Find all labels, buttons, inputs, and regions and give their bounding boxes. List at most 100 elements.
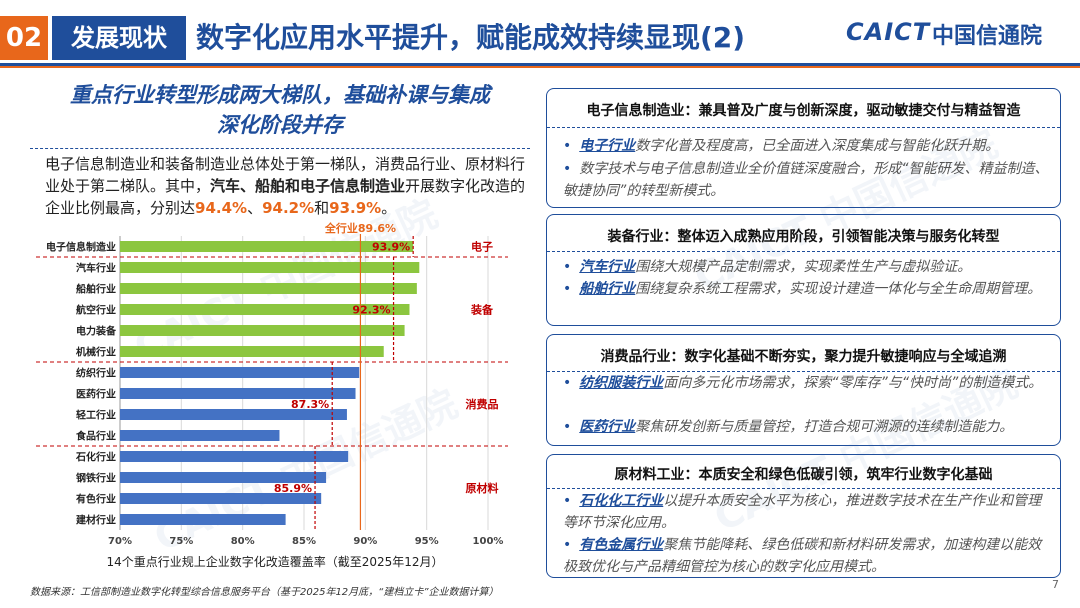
caict-logo-cn: 中国信通院 bbox=[932, 24, 1043, 49]
bullet-keyword: 纺织服装行业 bbox=[579, 375, 664, 391]
bar bbox=[120, 325, 405, 336]
panel-title: 原材料工业：本质安全和绿色低碳引领，筑牢行业数字化基础 bbox=[614, 467, 993, 483]
panel-bullet: • 纺织服装行业面向多元化市场需求，探索“零库存”与“快时尚”的制造模式。 bbox=[563, 372, 1053, 394]
data-source: 数据来源：工信部制造业数字化转型综合信息服务平台（基于2025年12月底，“建档… bbox=[30, 587, 499, 598]
bullet-dot-icon: • bbox=[563, 161, 572, 177]
chart-svg: 70% 75% 80% 85% 90% 95% 100% 电子信息制造业汽车行业船舶行业航空行… bbox=[36, 222, 508, 547]
x-tick-label: 70% bbox=[108, 536, 132, 547]
panel-title: 电子信息制造业：兼具普及广度与创新深度，驱动敏捷交付与精益智造 bbox=[586, 103, 1021, 119]
panel-bullet: • 船舶行业围绕复杂系统工程需求，实现设计建造一体化与全生命周期管理。 bbox=[563, 278, 1053, 300]
group-name-label: 原材料 bbox=[466, 481, 499, 495]
overall-average-label: 全行业89.6% bbox=[324, 222, 396, 235]
panel-title: 消费品行业：数字化基础不断夯实，聚力提升敏捷响应与全域追溯 bbox=[600, 349, 1007, 365]
bar bbox=[120, 241, 414, 252]
bar bbox=[120, 367, 360, 378]
category-label: 石化行业 bbox=[75, 451, 116, 464]
industry-coverage-chart: 70% 75% 80% 85% 90% 95% 100% 电子信息制造业 汽车行业 船舶行业 航空行… bbox=[30, 222, 540, 572]
category-label: 船舶行业 bbox=[76, 283, 116, 296]
header: 02 发展现状 数字化应用水平提升，赋能成效持续显现(2) CAICT 中国信通… bbox=[0, 0, 1080, 70]
panel-consumer: 消费品行业：数字化基础不断夯实，聚力提升敏捷响应与全域追溯 • 纺织服装行业面向多… bbox=[546, 334, 1061, 446]
left-heading-divider bbox=[30, 148, 530, 149]
category-label: 有色行业 bbox=[76, 493, 116, 506]
para-sep-1: 、 bbox=[247, 199, 263, 217]
header-divider-accent bbox=[0, 66, 1080, 68]
para-sep-2: 和 bbox=[314, 199, 330, 217]
pct-auto: 94.4% bbox=[195, 199, 248, 217]
bullet-keyword: 汽车行业 bbox=[579, 259, 636, 275]
chart-caption: 14个重点行业规上企业数字化改造覆盖率（截至2025年12月） bbox=[106, 555, 444, 569]
bullet-keyword: 医药行业 bbox=[579, 419, 636, 435]
header-divider bbox=[0, 63, 1080, 66]
para-text-1: 电子信息制造业和装备制造业总体处于第一梯队，消费品行业、原材料行业处于第二梯队。… bbox=[45, 155, 526, 195]
category-label: 电力装备 bbox=[76, 325, 117, 338]
para-text-2: 开展数字化改造的企业比例最高，分别达 bbox=[45, 177, 526, 217]
bullet-keyword: 船舶行业 bbox=[579, 281, 636, 297]
group-average-label: 93.9% bbox=[372, 241, 410, 254]
panel-bullet: • 数字技术与电子信息制造业全价值链深度融合，形成“智能研发、精益制造、敏捷协同”… bbox=[563, 158, 1053, 202]
bullet-dot-icon: • bbox=[563, 259, 572, 275]
bullet-dot-icon: • bbox=[563, 375, 572, 391]
left-heading-line2: 深化阶段并存 bbox=[217, 113, 343, 137]
panel-raw-materials: 原材料工业：本质安全和绿色低碳引领，筑牢行业数字化基础 • 石化化工行业以提升本质… bbox=[546, 454, 1061, 578]
bullet-text: 以提升本质安全水平为核心，推进数字技术在生产作业和管理等环节深化应用。 bbox=[563, 493, 1042, 531]
group-name-label: 电子 bbox=[471, 240, 493, 254]
x-tick-label: 100% bbox=[473, 536, 504, 547]
caict-logo: CAICT bbox=[846, 18, 931, 46]
page-title: 数字化应用水平提升，赋能成效持续显现(2) bbox=[196, 21, 746, 54]
bar bbox=[120, 472, 327, 483]
panel-divider bbox=[547, 488, 1060, 489]
panel-equipment: 装备行业：整体迈入成熟应用阶段，引领智能决策与服务化转型 • 汽车行业围绕大规模产… bbox=[546, 214, 1061, 326]
bar bbox=[120, 451, 349, 462]
summary-paragraph: 电子信息制造业和装备制造业总体处于第一梯队，消费品行业、原材料行业处于第二梯队。… bbox=[45, 153, 535, 219]
category-label: 建材行业 bbox=[75, 514, 116, 527]
para-bold-text: 汽车、船舶和电子信息制造业 bbox=[210, 177, 406, 195]
bullet-text: 数字化普及程度高，已全面进入深度集成与智能化跃升期。 bbox=[635, 138, 1000, 154]
bullet-dot-icon: • bbox=[563, 493, 572, 509]
bullet-dot-icon: • bbox=[563, 419, 572, 435]
bullet-text: 聚焦研发创新与质量管控，打造合规可溯源的连续制造能力。 bbox=[635, 419, 1014, 435]
category-label: 航空行业 bbox=[76, 304, 116, 317]
category-label: 医药行业 bbox=[76, 388, 116, 401]
bullet-dot-icon: • bbox=[563, 281, 572, 297]
bar bbox=[120, 262, 420, 273]
bullet-dot-icon: • bbox=[563, 537, 572, 553]
bar bbox=[120, 388, 356, 399]
left-heading: 重点行业转型形成两大梯队，基础补课与集成 深化阶段并存 bbox=[30, 80, 530, 140]
panel-divider bbox=[547, 371, 1060, 372]
panel-bullet: • 汽车行业围绕大规模产品定制需求，实现柔性生产与虚拟验证。 bbox=[563, 256, 1053, 278]
bullet-keyword: 石化化工行业 bbox=[579, 493, 664, 509]
group-average-label: 87.3% bbox=[291, 398, 329, 411]
bullet-text: 数字技术与电子信息制造业全价值链深度融合，形成“智能研发、精益制造、敏捷协同”的… bbox=[563, 161, 1049, 199]
panel-title: 装备行业：整体迈入成熟应用阶段，引领智能决策与服务化转型 bbox=[607, 229, 1000, 245]
section-number: 02 bbox=[0, 16, 48, 60]
group-average-label: 85.9% bbox=[274, 482, 312, 495]
group-name-label: 消费品 bbox=[466, 397, 499, 411]
x-tick-label: 90% bbox=[353, 536, 377, 547]
group-average-label: 92.3% bbox=[352, 304, 390, 317]
bar bbox=[120, 430, 280, 441]
bar bbox=[120, 514, 286, 525]
bullet-keyword: 有色金属行业 bbox=[579, 537, 664, 553]
category-label: 机械行业 bbox=[76, 346, 116, 359]
pct-ship: 94.2% bbox=[262, 199, 315, 217]
para-end: 。 bbox=[381, 199, 397, 217]
category-label: 钢铁行业 bbox=[76, 472, 116, 485]
x-tick-label: 85% bbox=[292, 536, 316, 547]
x-tick-label: 95% bbox=[415, 536, 439, 547]
panel-bullet: • 电子行业数字化普及程度高，已全面进入深度集成与智能化跃升期。 bbox=[563, 135, 1053, 157]
bullet-text: 聚焦节能降耗、绿色低碳和新材料研发需求，加速构建以能效极致优化与产品精细管控为核… bbox=[563, 537, 1042, 575]
panel-divider bbox=[547, 251, 1060, 252]
category-label: 食品行业 bbox=[75, 430, 116, 443]
x-tick-label: 80% bbox=[231, 536, 255, 547]
panel-divider bbox=[547, 127, 1060, 128]
bullet-dot-icon: • bbox=[563, 138, 572, 154]
category-label: 纺织行业 bbox=[76, 367, 116, 380]
panel-bullet: • 医药行业聚焦研发创新与质量管控，打造合规可溯源的连续制造能力。 bbox=[563, 416, 1053, 438]
x-tick-label: 75% bbox=[169, 536, 193, 547]
bullet-text: 围绕复杂系统工程需求，实现设计建造一体化与全生命周期管理。 bbox=[635, 281, 1042, 297]
bar bbox=[120, 493, 322, 504]
category-label: 轻工行业 bbox=[76, 409, 116, 422]
section-name: 发展现状 bbox=[52, 16, 186, 60]
category-label: 电子信息制造业 bbox=[46, 241, 116, 254]
pct-electronics: 93.9% bbox=[329, 199, 382, 217]
